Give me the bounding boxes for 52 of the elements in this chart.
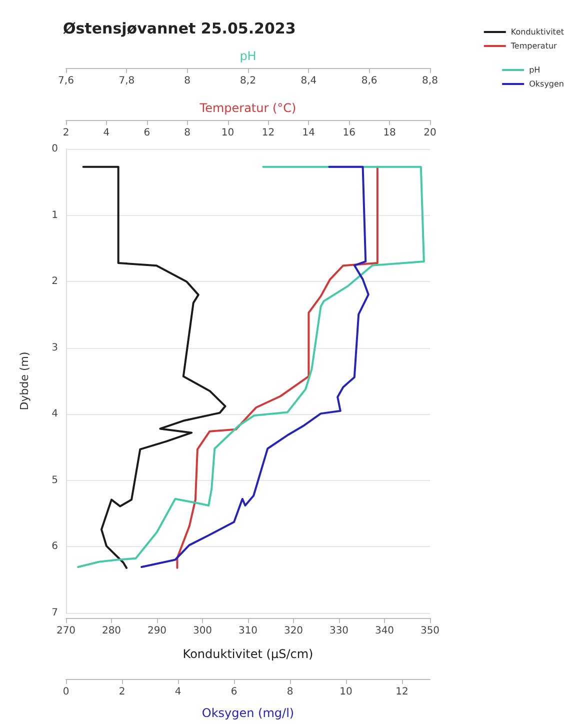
- x-tick-label: 300: [192, 626, 212, 636]
- x2-tick-label: 16: [342, 128, 356, 138]
- x2-tick-label: 18: [383, 128, 396, 138]
- x-tick-label: 8: [286, 686, 294, 698]
- x2-tick-label: 4: [103, 128, 110, 138]
- x2-tick-label: 7,8: [118, 76, 135, 86]
- x-tick-label: 6: [230, 686, 238, 698]
- x2-tick-label: 8,8: [422, 76, 438, 86]
- x-tick-label: 330: [329, 626, 349, 636]
- x2-tick-label: 20: [424, 128, 436, 138]
- x2-tick-label: 14: [302, 128, 316, 138]
- x2-tick-label: 7,6: [58, 76, 74, 86]
- chart-title: Østensjøvannet 25.05.2023: [63, 20, 296, 38]
- x-axis-title: Konduktivitet (µS/cm): [182, 647, 314, 661]
- x-tick-label: 280: [102, 626, 122, 636]
- y-tick-label: 2: [52, 276, 58, 288]
- line-series: [82, 166, 226, 569]
- x2-tick-label: 8,6: [361, 76, 378, 86]
- legend-label: Oksygen: [529, 80, 564, 88]
- x-tick-label: 10: [340, 686, 352, 698]
- x-tick-label: 270: [56, 626, 76, 636]
- y-axis-title: Dybde (m): [18, 352, 31, 410]
- x2-tick-label: 6: [144, 128, 150, 138]
- x-tick-label: 310: [238, 626, 258, 636]
- x2-tick-label: 8: [184, 76, 191, 86]
- y-tick-label: 4: [52, 408, 58, 420]
- x-tick-label: 2: [118, 686, 126, 698]
- x2-tick-label: 8,4: [300, 76, 317, 86]
- y-tick-label: 1: [52, 210, 58, 221]
- legend-label: Temperatur: [510, 42, 558, 50]
- x2-tick-label: 2: [62, 128, 70, 138]
- x-tick-label: 4: [174, 686, 182, 698]
- x2-tick-label: 12: [262, 128, 275, 138]
- x-tick-label: 12: [396, 686, 408, 698]
- x-tick-label: 320: [284, 626, 304, 636]
- x-tick-label: 340: [374, 626, 394, 636]
- y-tick-label: 3: [52, 342, 58, 354]
- x2-tick-label: 8: [184, 128, 191, 138]
- x-tick-label: 350: [420, 626, 440, 636]
- x-tick-label: 290: [147, 626, 167, 636]
- x-tick-label: 0: [62, 686, 70, 698]
- x2-axis-title: pH: [240, 49, 256, 63]
- x-axis-title: Oksygen (mg/l): [202, 706, 294, 720]
- y-tick-label: 7: [52, 608, 58, 618]
- y-tick-label: 0: [52, 144, 58, 154]
- legend-label: pH: [529, 66, 540, 74]
- x2-tick-label: 10: [221, 128, 234, 138]
- y-tick-label: 5: [52, 474, 58, 486]
- x2-axis-title: Temperatur (°C): [198, 101, 296, 115]
- legend-label: Konduktivitet: [510, 28, 564, 36]
- y-tick-label: 6: [52, 541, 58, 552]
- x2-tick-label: 8,2: [240, 76, 256, 86]
